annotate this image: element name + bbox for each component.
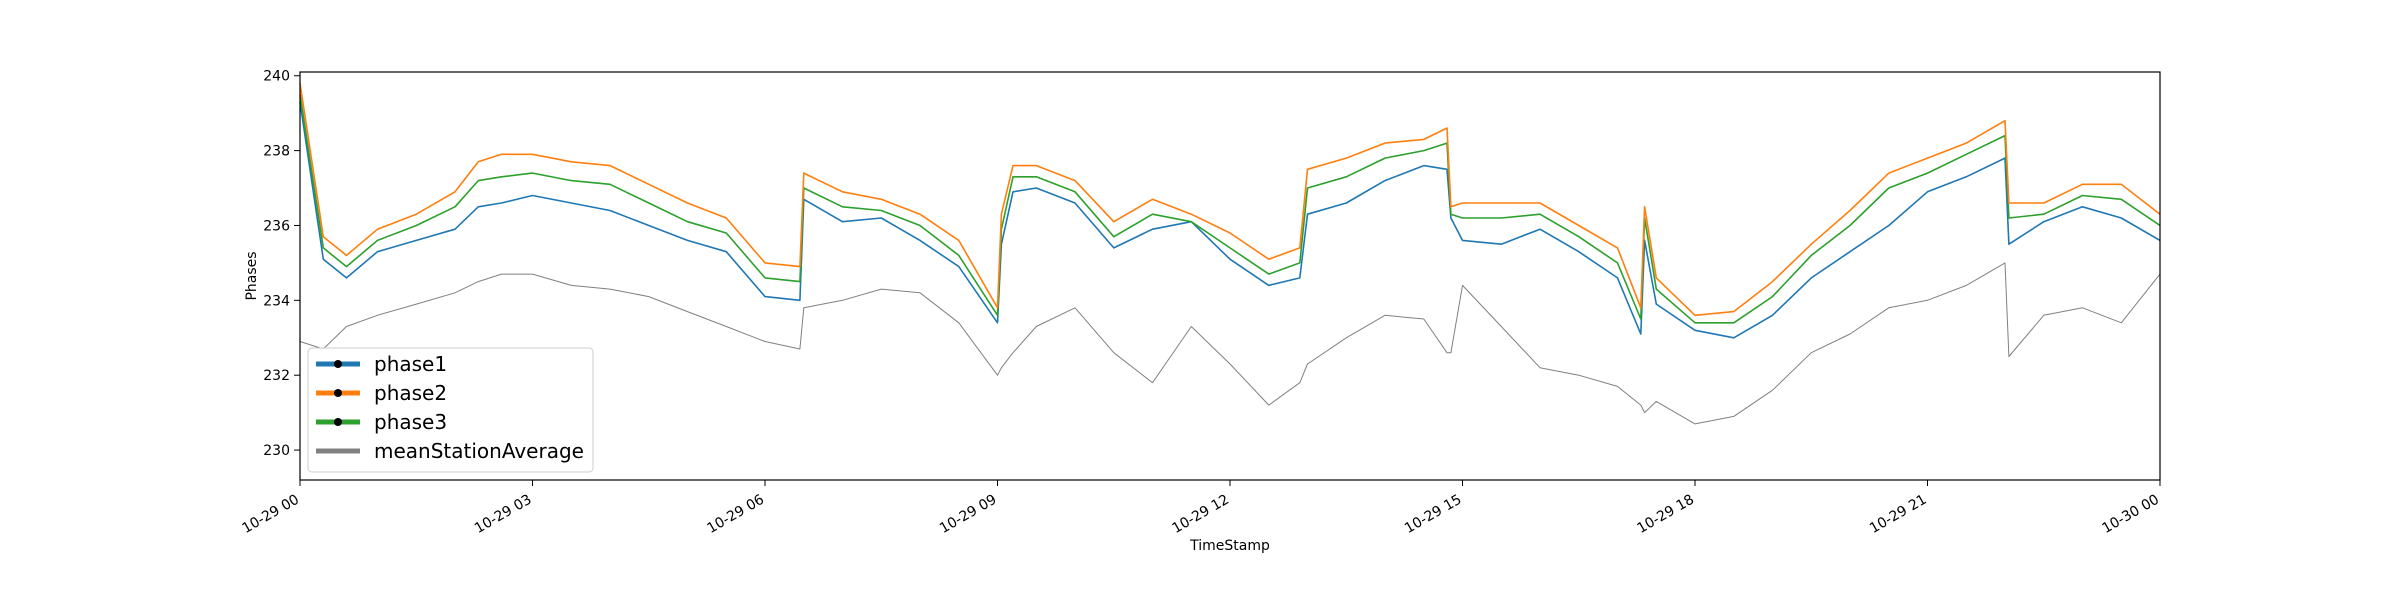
legend-entry-phase2: phase2 bbox=[316, 381, 447, 405]
x-tick-label: 10-29 09 bbox=[937, 492, 1000, 537]
legend-label-phase1: phase1 bbox=[374, 352, 447, 376]
x-tick-label: 10-29 15 bbox=[1402, 492, 1465, 537]
y-tick-label: 240 bbox=[263, 69, 290, 85]
y-tick-label: 232 bbox=[263, 368, 290, 384]
plot-background bbox=[300, 72, 2160, 480]
y-tick-label: 234 bbox=[263, 293, 290, 309]
series-line-meanstationaverage bbox=[299, 262, 2161, 425]
x-tick-label: 10-29 21 bbox=[1867, 492, 1930, 537]
y-tick-label: 236 bbox=[263, 218, 290, 234]
x-tick-label: 10-29 12 bbox=[1169, 492, 1232, 537]
y-tick-label: 230 bbox=[263, 443, 290, 459]
legend-marker-phase1 bbox=[334, 360, 342, 368]
legend-box bbox=[307, 347, 594, 473]
legend-label-meanstationaverage: meanStationAverage bbox=[374, 439, 584, 463]
series-layer bbox=[299, 83, 2161, 425]
series-line-phase1 bbox=[299, 101, 2161, 339]
legend: phase1 phase2 phase3 meanStationAverage bbox=[307, 347, 594, 473]
legend-label-phase3: phase3 bbox=[374, 410, 447, 434]
y-axis-ticks: 230 232 234 236 238 240 bbox=[263, 69, 300, 459]
legend-label-phase2: phase2 bbox=[374, 381, 447, 405]
legend-entry-phase1: phase1 bbox=[316, 352, 447, 376]
series-line-phase2 bbox=[299, 83, 2161, 317]
x-tick-label: 10-29 06 bbox=[704, 492, 767, 537]
legend-entry-phase3: phase3 bbox=[316, 410, 447, 434]
x-tick-label: 10-29 03 bbox=[472, 492, 535, 537]
legend-marker-phase2 bbox=[334, 389, 342, 397]
legend-marker-phase3 bbox=[334, 418, 342, 426]
legend-entry-meanstationaverage: meanStationAverage bbox=[316, 439, 584, 463]
y-tick-label: 238 bbox=[263, 144, 290, 160]
y-axis-label: Phases bbox=[244, 251, 260, 300]
series-line-phase3 bbox=[299, 94, 2161, 324]
x-tick-label: 10-30 00 bbox=[2099, 492, 2162, 537]
x-axis-ticks: 10-29 00 10-29 03 10-29 06 10-29 09 10-29 12… bbox=[239, 480, 2162, 537]
x-axis-label: TimeStamp bbox=[1189, 538, 1270, 554]
x-tick-label: 10-29 18 bbox=[1634, 492, 1697, 537]
x-tick-label: 10-29 00 bbox=[239, 492, 302, 537]
